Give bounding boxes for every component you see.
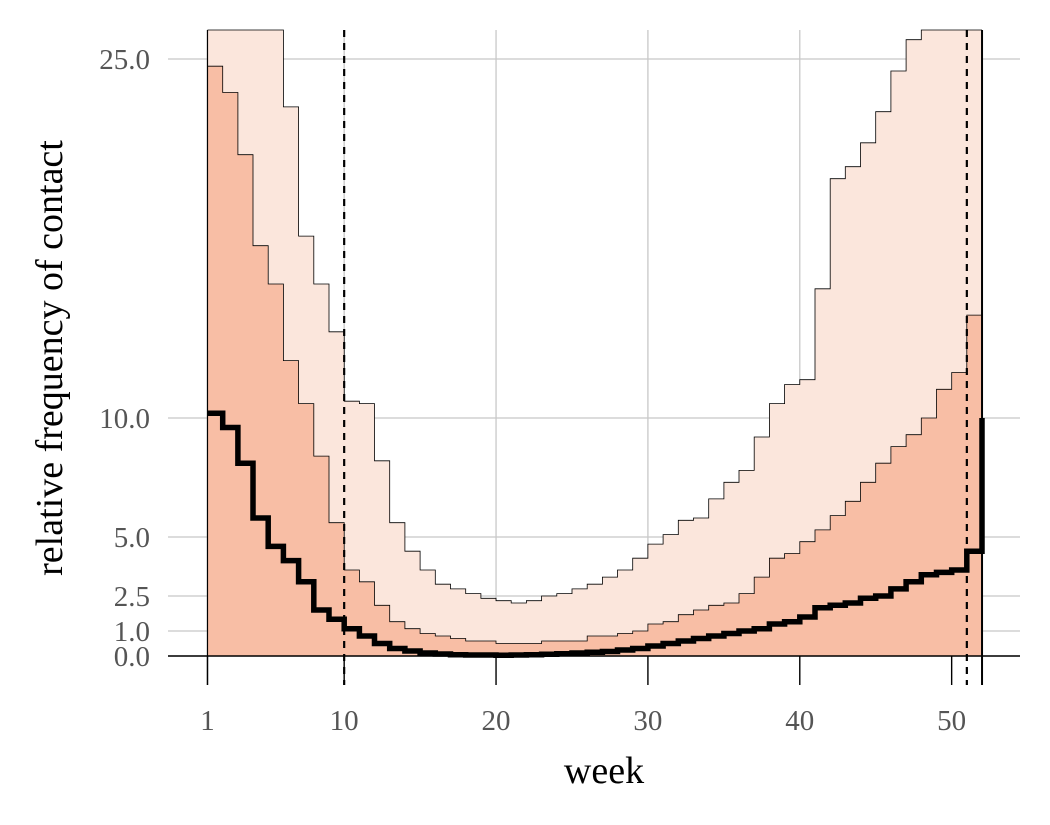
- y-tick-label: 25.0: [99, 44, 150, 76]
- estimate-step-line: [207, 410, 985, 659]
- y-tick-label: 10.0: [99, 403, 150, 435]
- inner-band-area: [207, 66, 982, 656]
- y-tick-label: 5.0: [114, 522, 150, 554]
- x-tick-label: 1: [200, 705, 215, 737]
- estimate-line: [207, 410, 985, 659]
- confidence-bands: [207, 29, 983, 656]
- y-tick-label: 2.5: [114, 581, 150, 613]
- x-tick-label: 50: [937, 705, 966, 737]
- axes: 1 10 20 30 40 50 0.01.02.5 5.0 10.0 25.0: [99, 44, 1020, 737]
- outer-band-area: [207, 30, 982, 656]
- y-tick-label: 1.0: [114, 616, 150, 648]
- vertical-reference-lines: [206, 30, 984, 685]
- x-tick-label: 20: [482, 705, 511, 737]
- y-tick-label: 0.0: [114, 641, 150, 673]
- x-axis-title: week: [564, 750, 644, 792]
- inner-band-outline: [207, 65, 983, 644]
- x-tick-label: 40: [785, 705, 814, 737]
- x-tick-label: 10: [330, 705, 359, 737]
- x-tick-label: 30: [633, 705, 662, 737]
- y-axis-title: relative frequency of contact: [29, 140, 71, 576]
- outer-band-outline: [207, 29, 982, 604]
